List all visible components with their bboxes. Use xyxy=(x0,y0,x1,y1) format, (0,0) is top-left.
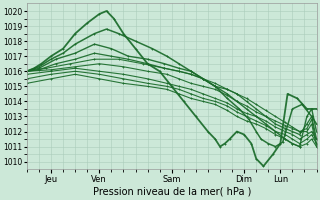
X-axis label: Pression niveau de la mer( hPa ): Pression niveau de la mer( hPa ) xyxy=(92,187,251,197)
